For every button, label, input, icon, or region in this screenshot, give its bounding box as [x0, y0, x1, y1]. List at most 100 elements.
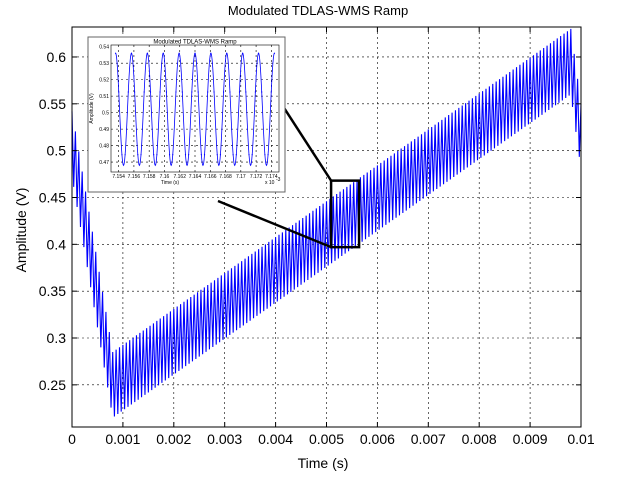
- inset-point: [168, 154, 171, 156]
- y-tick-label: 0.6: [47, 49, 67, 65]
- inset-y-tick-label: 0.52: [99, 77, 109, 83]
- inset-point: [194, 52, 196, 54]
- inset-x-tick-label: 7.158: [143, 174, 156, 180]
- inset-point: [242, 52, 244, 54]
- x-tick-label: 0.004: [258, 431, 293, 447]
- y-tick-label: 0.3: [47, 330, 67, 346]
- zoom-box: [329, 179, 361, 249]
- y-tick-label: 0.25: [39, 377, 66, 393]
- x-tick-label: 0.008: [462, 431, 497, 447]
- inset-point: [203, 154, 206, 156]
- inset-point: [184, 154, 187, 156]
- x-tick-label: 0.002: [156, 431, 191, 447]
- inset-x-tick-label: 7.16: [160, 174, 170, 180]
- y-tick-label: 0.45: [39, 189, 66, 205]
- inset-point: [124, 154, 126, 156]
- inset-x-tick-label: 7.174: [265, 174, 278, 180]
- inset-point: [149, 91, 152, 93]
- inset-x-tick-label: 7.154: [112, 174, 125, 180]
- x-tick-label: 0.005: [309, 431, 344, 447]
- inset-point: [130, 52, 133, 54]
- inset-point: [254, 91, 256, 93]
- inset-x-axis-label: Time (s): [161, 180, 179, 186]
- inset-point: [267, 154, 269, 156]
- inset-background: [87, 36, 286, 193]
- inset-point: [178, 52, 180, 54]
- inset-point: [175, 91, 177, 93]
- inset-point: [216, 154, 218, 156]
- inset-point: [207, 91, 209, 93]
- x-axis-label: Time (s): [298, 455, 349, 471]
- x-tick-label: 0.01: [567, 431, 594, 447]
- inset-y-tick-label: 0.5: [102, 110, 109, 116]
- inset-point: [146, 52, 148, 54]
- inset-point: [232, 154, 234, 156]
- inset-point: [121, 154, 123, 156]
- y-tick-label: 0.4: [47, 236, 67, 252]
- inset-point: [251, 154, 253, 156]
- inset-point: [210, 52, 212, 54]
- inset-point: [159, 91, 161, 93]
- axes: 0 0.001 0.002 0.003 0.004 0.005 0.006 0.007 0.00…: [39, 26, 595, 447]
- inset-x-tick-label: 7.166: [204, 174, 217, 180]
- inset-point: [273, 52, 276, 54]
- inset-y-tick-label-top: 0.54: [99, 44, 109, 50]
- y-axis-label: Amplitude (V): [13, 188, 29, 273]
- inset-x-tick-label: 7.162: [173, 174, 186, 180]
- inset-point: [127, 91, 129, 93]
- inset-point: [197, 91, 199, 93]
- zoom-connector-top: [275, 96, 333, 182]
- y-tick-label: 0.55: [39, 96, 66, 112]
- inset-chart: Modulated TDLAS-WMS Ramp 7.154 7.156 7.158 7…: [87, 36, 286, 193]
- inset-point: [162, 52, 164, 54]
- zoom-connector-bottom: [217, 199, 332, 249]
- chart-title: Modulated TDLAS-WMS Ramp: [228, 3, 408, 18]
- x-tick-label: 0.001: [105, 431, 140, 447]
- x-tick-label: 0.003: [207, 431, 242, 447]
- inset-y-tick-label: 0.47: [99, 160, 109, 166]
- inset-point: [172, 154, 174, 156]
- inset-y-tick-label: 0.49: [99, 127, 109, 133]
- inset-point: [134, 91, 136, 93]
- inset-x-exponent: x 10: [265, 180, 275, 186]
- inset-point: [137, 154, 139, 156]
- inset-point: [156, 154, 158, 156]
- inset-point: [245, 91, 247, 93]
- zoom-callout: [217, 96, 361, 249]
- inset-point: [264, 154, 266, 156]
- inset-point: [181, 91, 183, 93]
- inset-point: [200, 154, 202, 156]
- inset-point: [257, 52, 260, 54]
- inset-title: Modulated TDLAS-WMS Ramp: [153, 40, 237, 46]
- inset-point: [270, 91, 272, 93]
- x-tick-label: 0: [68, 431, 76, 447]
- inset-x-tick-label: 7.17: [236, 174, 246, 180]
- inset-point: [153, 154, 155, 156]
- inset-point: [213, 91, 215, 93]
- x-tick-label: 0.009: [513, 431, 548, 447]
- inset-y-axis-label: Amplitude (V): [89, 93, 95, 124]
- inset-y-tick-label: 0.48: [99, 143, 109, 149]
- inset-x-tick-label: 7.164: [189, 174, 202, 180]
- inset-point: [118, 91, 120, 93]
- inset-x-tick-label: 7.172: [250, 174, 263, 180]
- series-path: [71, 28, 582, 417]
- series-line: [71, 28, 582, 417]
- y-tick-label: 0.35: [39, 283, 66, 299]
- plot-frame: [71, 26, 582, 428]
- inset-point: [248, 154, 250, 156]
- inset-point: [222, 91, 225, 93]
- inset-point: [191, 91, 193, 93]
- inset-point: [235, 154, 237, 156]
- inset-point: [238, 91, 241, 93]
- inset-point: [219, 154, 222, 156]
- inset-point: [188, 154, 190, 156]
- x-tick-label: 0.007: [411, 431, 446, 447]
- y-tick-label: 0.5: [47, 143, 67, 159]
- inset-frame: [110, 44, 280, 173]
- inset-y-tick-label: 0.51: [99, 94, 109, 100]
- inset-point: [226, 52, 228, 54]
- inset-point: [165, 91, 168, 93]
- inset-x-exponent-power: -3: [276, 177, 281, 183]
